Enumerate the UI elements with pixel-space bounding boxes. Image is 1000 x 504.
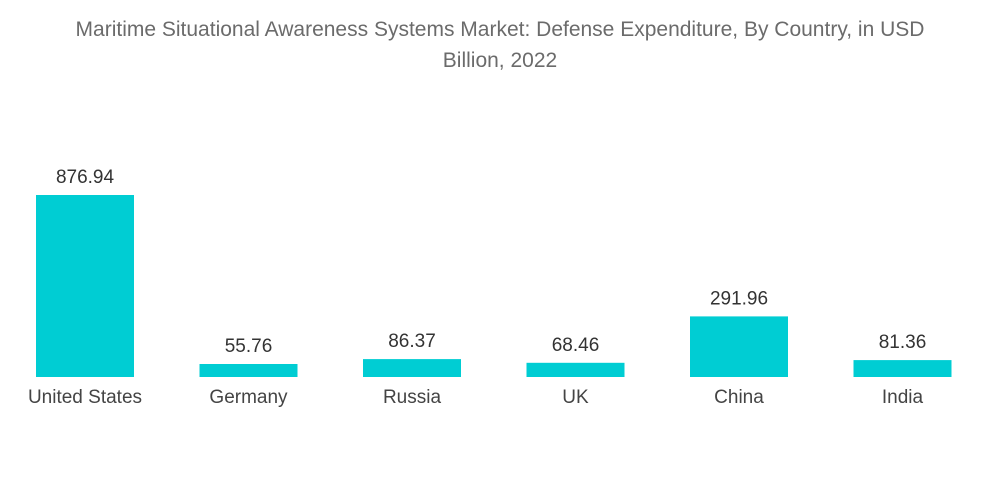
value-label: 291.96 (710, 288, 768, 309)
x-tick-label: China (714, 387, 764, 408)
value-label: 86.37 (388, 331, 436, 352)
bar-india (853, 360, 952, 377)
x-tick-label: UK (562, 387, 589, 408)
bar-russia (363, 359, 461, 377)
chart-title-line-2: Billion, 2022 (442, 49, 558, 72)
value-labels-group: 876.94 55.76 86.37 68.46 291.96 81.36 (56, 167, 926, 357)
bars-group (36, 195, 952, 377)
bar-united-states (36, 195, 134, 377)
bar-uk (526, 362, 625, 377)
bar-germany (199, 364, 298, 377)
x-tick-label: Russia (383, 387, 442, 408)
chart-title: Maritime Situational Awareness Systems M… (0, 14, 1000, 76)
x-tick-label: Germany (209, 387, 288, 408)
value-label: 68.46 (552, 335, 600, 356)
value-label: 81.36 (879, 332, 927, 353)
value-label: 55.76 (225, 336, 273, 357)
x-tick-labels-group: United States Germany Russia UK China India (28, 387, 924, 408)
chart-title-line-1: Maritime Situational Awareness Systems M… (75, 18, 925, 41)
value-label: 876.94 (56, 167, 115, 188)
x-tick-label: United States (28, 387, 142, 408)
bar-china (690, 316, 788, 377)
x-tick-label: India (882, 387, 924, 408)
